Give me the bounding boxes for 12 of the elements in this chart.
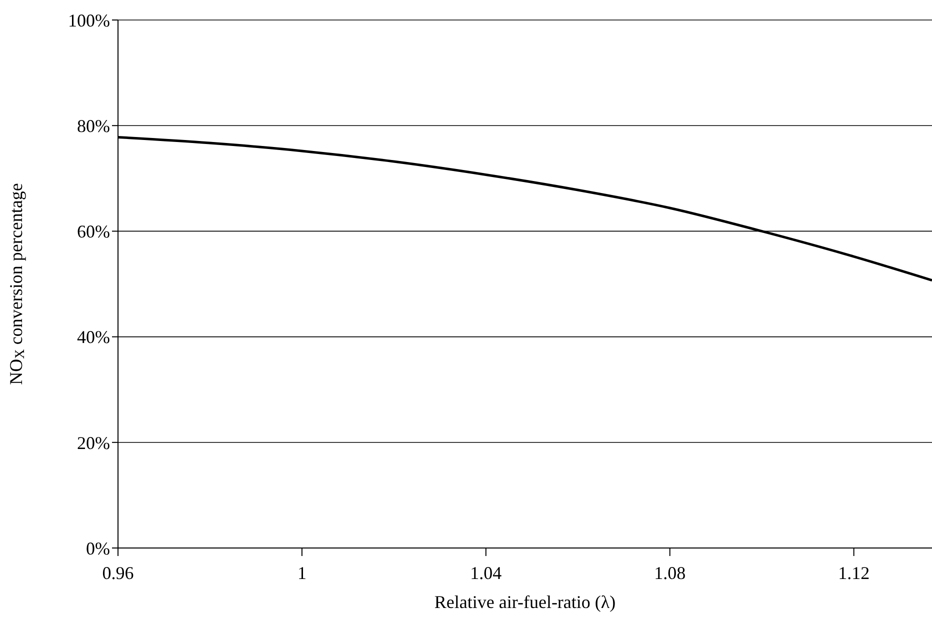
y-tick-label: 0% bbox=[86, 538, 110, 558]
y-tick-label: 20% bbox=[77, 432, 110, 453]
y-tick-label: 100% bbox=[68, 10, 110, 30]
x-tick-label: 1.08 bbox=[654, 562, 686, 583]
y-tick-label: 40% bbox=[77, 327, 110, 348]
x-tick-label: 1 bbox=[297, 562, 306, 583]
x-tick-label: 1.12 bbox=[838, 562, 870, 583]
x-tick-label: 1.04 bbox=[470, 562, 502, 583]
y-tick-label: 60% bbox=[77, 222, 110, 242]
x-tick-label: 0.96 bbox=[102, 562, 134, 583]
y-tick-label: 80% bbox=[77, 116, 110, 136]
x-axis-title: Relative air-fuel-ratio (λ) bbox=[434, 592, 616, 612]
